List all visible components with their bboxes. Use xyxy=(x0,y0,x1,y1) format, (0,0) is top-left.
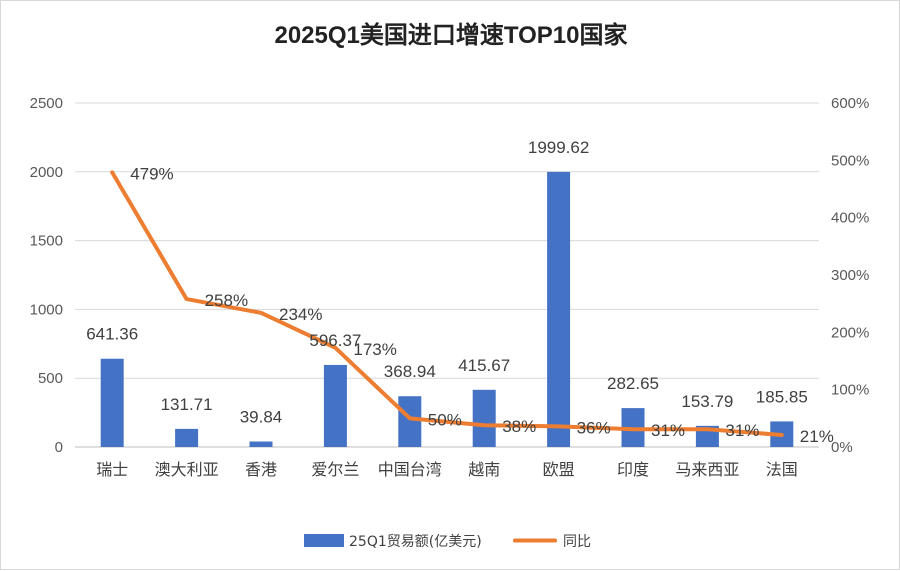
category-label: 香港 xyxy=(245,460,277,479)
right-axis: 0% 100% 200% 300% 400% 500% 600% xyxy=(831,95,869,456)
bar-data-label: 641.36 xyxy=(86,325,138,344)
line-data-label: 50% xyxy=(428,410,462,429)
line-data-label: 173% xyxy=(353,340,396,359)
line-data-label: 258% xyxy=(205,291,248,310)
chart-title: 2025Q1美国进口增速TOP10国家 xyxy=(274,21,627,49)
right-tick-label: 300% xyxy=(831,267,869,284)
category-label: 瑞士 xyxy=(96,460,128,479)
gridlines xyxy=(75,102,819,448)
bar xyxy=(472,389,496,447)
bar-series xyxy=(100,171,794,447)
bar-data-label: 282.65 xyxy=(607,374,659,393)
right-tick-label: 600% xyxy=(831,95,869,112)
bar-data-labels: 641.36 131.71 39.84 596.37 368.94 415.67 1999.… xyxy=(86,138,808,427)
category-label: 中国台湾 xyxy=(378,460,442,479)
bar-data-label: 153.79 xyxy=(681,392,733,411)
bar-data-label: 185.85 xyxy=(756,387,808,406)
line-data-label: 234% xyxy=(279,305,322,324)
bar xyxy=(547,171,571,447)
left-tick-label: 1500 xyxy=(30,233,63,250)
bar-data-label: 39.84 xyxy=(240,408,283,427)
legend: 25Q1贸易额(亿美元) 同比 xyxy=(304,534,591,550)
bar-data-label: 415.67 xyxy=(458,356,510,375)
bar xyxy=(175,428,199,447)
left-tick-label: 500 xyxy=(38,370,63,387)
right-tick-label: 0% xyxy=(831,439,853,456)
legend-swatch-bar xyxy=(304,534,344,547)
category-axis: 瑞士 澳大利亚 香港 爱尔兰 中国台湾 越南 欧盟 印度 马来西亚 法国 xyxy=(96,460,798,479)
left-tick-label: 2500 xyxy=(30,95,63,112)
bar xyxy=(323,364,347,447)
bar-data-label: 368.94 xyxy=(384,362,436,381)
bar-data-label: 131.71 xyxy=(161,395,213,414)
line-data-label: 36% xyxy=(577,418,611,437)
line-point xyxy=(111,171,113,173)
bar-data-label: 1999.62 xyxy=(528,138,589,157)
right-tick-label: 500% xyxy=(831,152,869,169)
line-series xyxy=(110,170,784,437)
category-label: 法国 xyxy=(766,460,798,479)
line-data-label: 31% xyxy=(725,421,759,440)
line-data-labels: 479% 258% 234% 173% 50% 38% 36% 31% 31% 21% xyxy=(130,164,834,446)
category-label: 欧盟 xyxy=(543,460,575,479)
right-tick-label: 400% xyxy=(831,210,869,227)
line-point xyxy=(260,312,262,314)
category-label: 越南 xyxy=(468,460,500,479)
left-axis: 0 500 1000 1500 2000 2500 xyxy=(30,95,63,456)
left-tick-label: 0 xyxy=(55,439,63,456)
category-label: 澳大利亚 xyxy=(155,460,219,479)
right-tick-label: 200% xyxy=(831,324,869,341)
bar xyxy=(100,358,124,447)
line-data-label: 38% xyxy=(502,417,536,436)
line-data-label: 479% xyxy=(130,164,173,183)
line-point xyxy=(706,428,708,430)
bar xyxy=(398,396,422,447)
line-point xyxy=(334,347,336,349)
left-tick-label: 2000 xyxy=(30,164,63,181)
right-tick-label: 100% xyxy=(831,382,869,399)
line-path xyxy=(110,170,784,437)
line-point xyxy=(186,298,188,300)
line-point xyxy=(409,417,411,419)
left-tick-label: 1000 xyxy=(30,301,63,318)
bar xyxy=(249,441,273,447)
line-point xyxy=(632,428,634,430)
line-point xyxy=(483,424,485,426)
legend-label-line: 同比 xyxy=(563,534,591,550)
line-data-label: 21% xyxy=(800,427,834,446)
legend-label-bar: 25Q1贸易额(亿美元) xyxy=(349,534,482,550)
category-label: 爱尔兰 xyxy=(311,460,359,479)
bar-data-label: 596.37 xyxy=(309,331,361,350)
line-data-label: 31% xyxy=(651,421,685,440)
category-label: 马来西亚 xyxy=(675,460,739,479)
line-point xyxy=(558,425,560,427)
category-label: 印度 xyxy=(617,460,649,479)
line-point xyxy=(781,434,783,436)
